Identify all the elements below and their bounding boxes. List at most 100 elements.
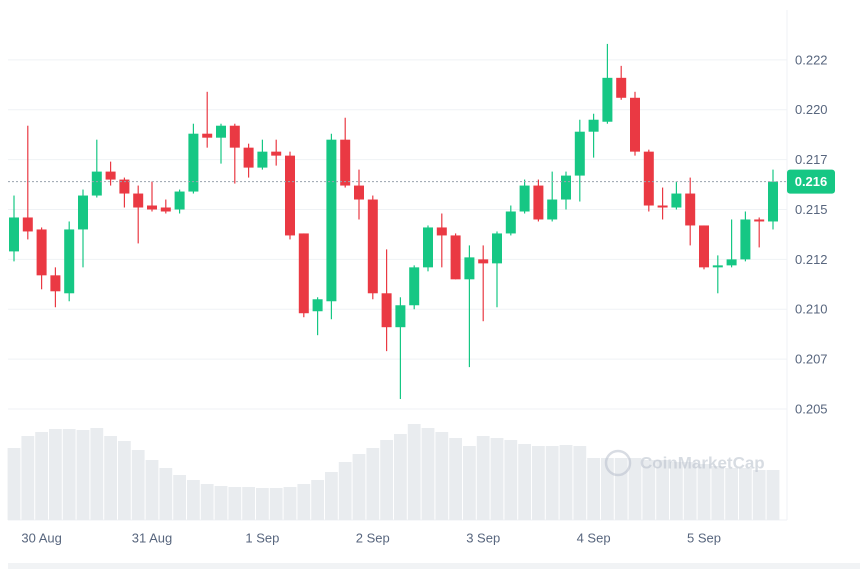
volume-bar xyxy=(532,446,545,520)
y-tick-label: 0.207 xyxy=(795,352,828,367)
volume-bar xyxy=(118,441,131,520)
volume-bar xyxy=(628,458,642,520)
candle-body xyxy=(588,119,599,132)
x-tick-label: 1 Sep xyxy=(245,530,279,545)
volume-bar xyxy=(21,436,35,520)
candle-body xyxy=(174,191,185,210)
volume-bar xyxy=(463,446,476,520)
volume-bar xyxy=(269,488,283,520)
candle-body xyxy=(768,181,778,222)
x-tick-label: 4 Sep xyxy=(577,530,611,545)
volume-bar xyxy=(449,438,462,520)
volume-bar xyxy=(394,434,407,520)
candle-body xyxy=(105,171,116,180)
x-tick-label: 5 Sep xyxy=(687,530,721,545)
volume-bar xyxy=(559,445,573,520)
volume-bar xyxy=(752,470,766,520)
volume-bar xyxy=(352,454,366,520)
candle-body xyxy=(630,97,640,152)
candle-body xyxy=(354,185,364,200)
candle-body xyxy=(505,211,516,234)
candle-body xyxy=(188,133,199,192)
candle-body xyxy=(740,219,751,260)
volume-bar xyxy=(173,475,186,520)
y-tick-label: 0.217 xyxy=(795,152,828,167)
volume-bar xyxy=(545,446,559,520)
volume-bar xyxy=(104,436,117,520)
volume-bar xyxy=(587,458,600,520)
volume-bar xyxy=(435,432,449,520)
candle-body xyxy=(243,147,254,168)
candle-body xyxy=(754,219,765,222)
volume-bar xyxy=(380,440,393,520)
y-tick-label: 0.215 xyxy=(795,202,828,217)
watermark-logo xyxy=(604,449,632,477)
candle-body xyxy=(423,227,433,268)
volume-bar xyxy=(131,450,145,520)
candle-body xyxy=(160,207,171,212)
candle-body xyxy=(147,205,157,210)
candle-body xyxy=(685,193,696,226)
candle-body xyxy=(395,305,406,328)
volume-bar xyxy=(49,429,62,520)
candle-body xyxy=(285,155,295,236)
y-tick-label: 0.222 xyxy=(795,52,828,67)
volume-bar xyxy=(7,448,21,520)
x-tick-label: 30 Aug xyxy=(21,530,62,545)
volume-bar xyxy=(62,429,76,520)
volume-bar xyxy=(642,460,656,520)
candle-body xyxy=(22,217,33,232)
candle-body xyxy=(340,139,351,186)
candle-body xyxy=(381,293,392,328)
candle-body xyxy=(50,275,61,292)
candle-body xyxy=(712,265,723,268)
volume-bar xyxy=(214,486,228,520)
candle-body xyxy=(91,171,102,196)
candle-body xyxy=(326,139,337,302)
candle-body xyxy=(519,185,530,212)
volume-bar xyxy=(739,468,752,520)
volume-bar xyxy=(504,440,518,520)
candle-body xyxy=(699,225,709,268)
candle-body xyxy=(671,193,682,208)
volume-bar xyxy=(187,480,200,520)
candle-body xyxy=(533,185,544,220)
candle-body xyxy=(257,151,268,168)
candle-body xyxy=(561,175,571,200)
y-tick-label: 0.210 xyxy=(795,302,828,317)
candle-body xyxy=(312,299,323,312)
volume-bar xyxy=(76,430,90,520)
candle-body xyxy=(616,77,627,98)
volume-bar xyxy=(725,468,738,520)
candle-body xyxy=(78,195,88,230)
volume-bar xyxy=(90,428,104,520)
volume-bar xyxy=(656,460,669,520)
volume-bar xyxy=(200,484,214,520)
watermark-text: CoinMarketCap xyxy=(640,453,765,472)
candle-body xyxy=(133,193,144,208)
candle-body xyxy=(492,233,502,264)
candle-body xyxy=(436,227,447,236)
x-tick-label: 3 Sep xyxy=(466,530,500,545)
volume-bar xyxy=(697,464,711,520)
candle-body xyxy=(229,125,240,148)
volume-bar xyxy=(325,472,338,520)
volume-bar xyxy=(766,470,780,520)
volume-bar xyxy=(490,438,504,520)
watermark: CoinMarketCap xyxy=(604,449,765,477)
candle-body xyxy=(643,151,654,206)
candle-body xyxy=(478,259,489,264)
candle-body xyxy=(409,267,420,306)
candle-body xyxy=(36,229,47,276)
x-tick-label: 31 Aug xyxy=(132,530,173,545)
volume-bar xyxy=(311,480,324,520)
volume-bar xyxy=(297,484,311,520)
candle-body xyxy=(657,205,668,208)
volume-bar xyxy=(670,462,683,520)
volume-bar xyxy=(407,424,421,520)
candle-body xyxy=(271,151,282,156)
volume-bar xyxy=(35,432,48,520)
volume-bar xyxy=(683,462,697,520)
volume-bar xyxy=(518,444,531,520)
candle-body xyxy=(726,259,737,266)
